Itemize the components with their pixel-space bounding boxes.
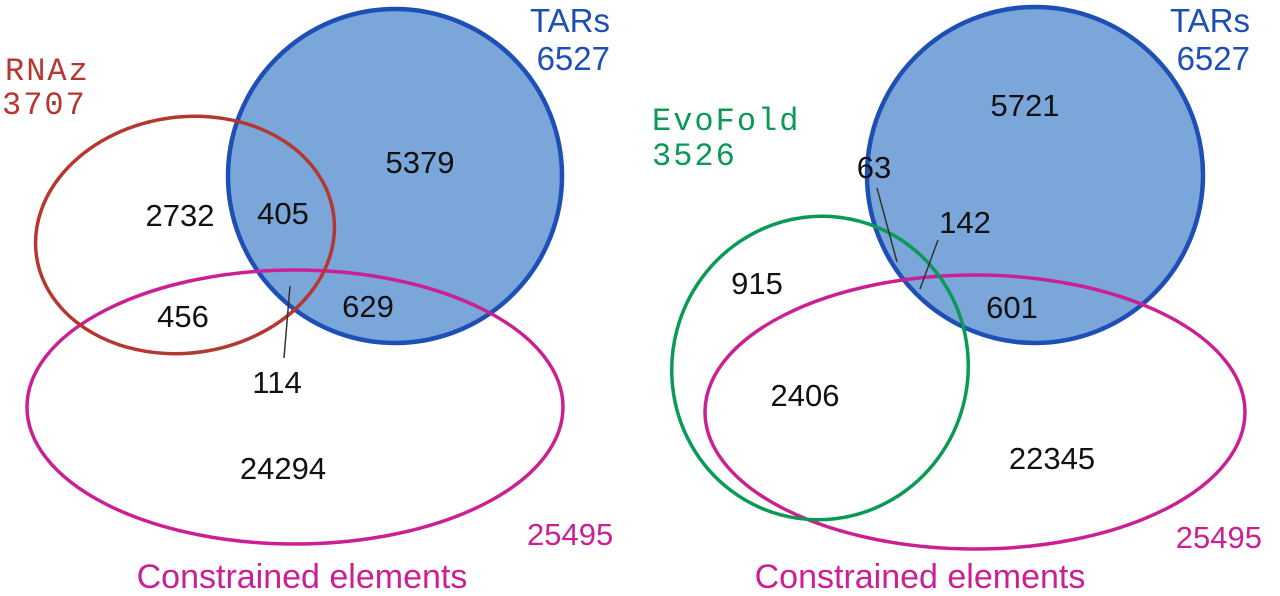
left-rnaz-label: RNAz [5,53,90,90]
left-constrained-label: Constrained elements [137,558,468,596]
left-triple-pointer-line [283,285,291,359]
left-tars-circle [225,6,565,346]
right-constrained-total: 25495 [1176,520,1262,555]
left-rnaz-total: 3707 [2,87,87,124]
right-constrained-label: Constrained elements [755,558,1086,596]
right-evofold-ellipse [669,214,971,522]
left-rnaz-ellipse [33,114,337,356]
right-count-tars-constrained: 601 [986,290,1038,325]
left-count-triple: 114 [252,365,301,400]
right-count-evofold-only: 915 [731,266,783,301]
right-count-tars-only: 5721 [991,88,1060,123]
left-tars-label: TARs [530,2,610,39]
left-count-rnaz-constrained: 456 [157,299,209,334]
right-evofold-total: 3526 [652,138,737,175]
left-count-rnaz-only: 2732 [146,198,215,233]
right-venn-diagram: TARs 6527 EvoFold 3526 25495 Constrained… [652,2,1262,596]
left-constrained-ellipse [25,268,565,546]
left-count-tars-constrained: 629 [342,289,394,324]
right-tars-total: 6527 [1177,40,1250,77]
left-count-constrained-only: 24294 [240,451,326,486]
left-tars-total: 6527 [537,40,610,77]
right-count-evofold-constrained: 2406 [771,378,840,413]
right-constrained-ellipse [703,273,1247,551]
right-evofold-label: EvoFold [652,103,800,140]
left-count-tars-only: 5379 [386,145,455,180]
left-constrained-total: 25495 [527,517,613,552]
right-tars-circle [864,4,1206,346]
right-tars-label: TARs [1170,2,1250,39]
right-triple-pointer-line [919,239,939,290]
right-count-constrained-only: 22345 [1009,441,1095,476]
right-count-triple: 142 [939,205,991,240]
left-count-rnaz-tars: 405 [257,196,309,231]
right-count-evofold-tars: 63 [857,150,891,185]
left-venn-diagram: TARs 6527 RNAz 3707 25495 Constrained el… [2,2,613,596]
right-evofold-tars-pointer-line [876,187,898,263]
